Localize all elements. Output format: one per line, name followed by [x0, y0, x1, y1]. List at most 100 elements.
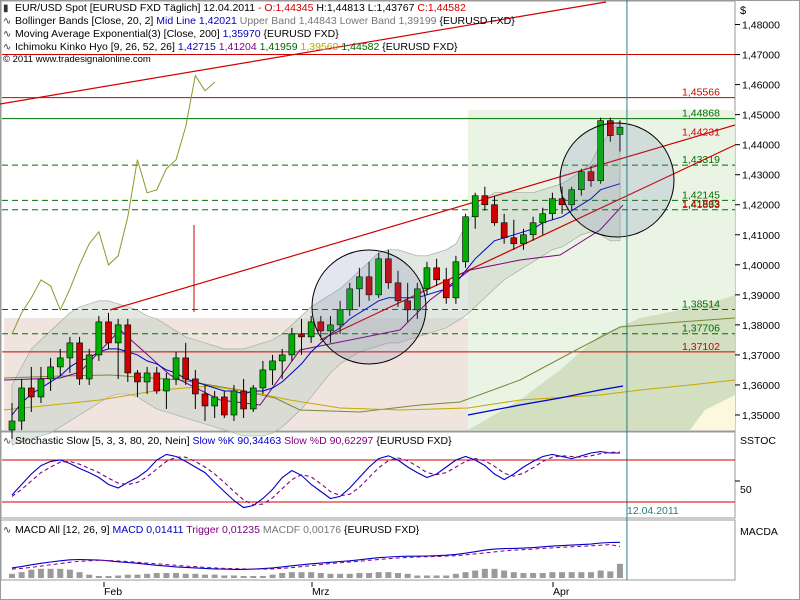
legend-ichimoku-v5: 1,44582	[341, 41, 380, 53]
macd-histogram-bar	[375, 572, 382, 578]
candle-body	[336, 309, 344, 326]
generated-marks: 1,48000 1,47000 1,46000 1,45000 1,44000 1,430…	[0, 0, 780, 580]
candle-body	[18, 387, 25, 422]
stochastic-y-tick: 50	[740, 484, 752, 496]
line-icon: ∿	[3, 42, 12, 53]
currency-label: $	[740, 5, 746, 17]
macd-legend-symbol: {EURUSD FXD}	[344, 524, 420, 536]
bollinger-band-area	[11, 119, 621, 446]
candle-body	[520, 234, 527, 245]
candle-body	[8, 420, 16, 431]
candle-body	[356, 276, 363, 290]
macd-histogram-bar	[501, 570, 508, 578]
y-tick-label: 1,39000	[742, 290, 780, 302]
candle-body	[549, 198, 556, 215]
candle-body	[240, 390, 247, 410]
candle-body	[47, 366, 54, 380]
macd-histogram-bar	[144, 573, 151, 578]
line-icon: ∿	[3, 436, 12, 447]
candle-body	[394, 282, 402, 302]
legend-row-price: ▮ EUR/USD Spot [EURUSD FXD Täglich] 12.04…	[3, 2, 515, 15]
highlight-circle-mid	[311, 249, 427, 365]
x-label-feb: Feb	[104, 586, 122, 598]
macd-histogram-bar	[298, 572, 305, 578]
macd-histogram-bar	[520, 573, 527, 578]
candle-body	[462, 216, 469, 263]
legend-bollinger-upper: Upper Band 1,44843	[239, 15, 337, 27]
legend-ema-label: Moving Average Exponential(3) [Close, 20…	[15, 28, 220, 40]
candle-body	[327, 324, 334, 332]
legend-ema-symbol: {EURUSD FXD}	[263, 28, 339, 40]
stochastic-panel-label: SSTOC	[740, 435, 776, 447]
macd-histogram-bar	[588, 572, 594, 578]
candle-body	[307, 321, 315, 338]
legend-price-title: EUR/USD Spot [EURUSD FXD Täglich] 12.04.…	[15, 2, 256, 14]
level-label: 1,44231	[682, 127, 720, 139]
level-label: 1,41833	[682, 199, 720, 211]
ichimoku-chikou	[11, 74, 216, 335]
candle-body	[192, 378, 199, 395]
candle-body	[85, 354, 93, 380]
macd-legend-macd: MACD 0,01411	[112, 524, 184, 536]
level-label: 1,37706	[682, 323, 720, 335]
candle-body	[66, 342, 74, 359]
y-tick-label: 1,38000	[742, 320, 780, 332]
candle-body	[124, 324, 132, 374]
y-tick-label: 1,47000	[742, 50, 780, 62]
legend-ema-value: 1,35970	[222, 28, 261, 40]
y-tick-label: 1,42000	[742, 200, 780, 212]
legend-bollinger-symbol: {EURUSD FXD}	[439, 15, 515, 27]
candle-body	[143, 372, 151, 383]
stochastic-k-line	[11, 451, 620, 509]
macd-histogram-bar	[211, 574, 218, 578]
candle-body	[578, 171, 585, 191]
candle-body	[423, 267, 431, 290]
candle-body	[201, 393, 209, 407]
macd-histogram-bar	[240, 576, 247, 578]
candle-body	[346, 288, 354, 311]
y-tick-label: 1,35000	[742, 410, 780, 422]
legend-row-bollinger: ∿ Bollinger Bands [Close, 20, 2] Mid Line…	[3, 15, 515, 28]
macd-histogram-bar	[95, 576, 102, 578]
candle-body	[587, 171, 595, 182]
macd-histogram-bar	[66, 569, 73, 578]
candle-body	[269, 360, 276, 371]
macd-histogram-bar	[86, 574, 93, 578]
candle-body	[500, 222, 508, 239]
line-icon: ∿	[3, 16, 12, 27]
candle-body	[606, 120, 614, 136]
candle-body	[105, 321, 112, 344]
macd-histogram-bar	[192, 573, 199, 578]
macd-line	[11, 541, 621, 570]
macd-histogram-bar	[163, 573, 170, 578]
stochastic-legend-d: Slow %D 90,62297	[284, 435, 374, 447]
level-label: 1,37102	[682, 341, 720, 353]
candle-body	[211, 396, 218, 407]
y-tick-label: 1,44000	[742, 140, 780, 152]
level-label: 1,42145	[682, 189, 720, 201]
y-tick-label: 1,41000	[742, 230, 780, 242]
macd-panel	[0, 519, 736, 581]
legend-row-source: © 2011 www.tradesignalonline.com	[3, 54, 515, 66]
legend-row-ema: ∿ Moving Average Exponential(3) [Close, 2…	[3, 28, 515, 41]
candle-body	[365, 276, 373, 296]
macd-histogram-bar	[279, 573, 286, 578]
macd-histogram-bar	[317, 573, 324, 578]
y-tick-label: 1,48000	[742, 20, 780, 32]
legend-bollinger-lower: Lower Band 1,39199	[339, 15, 437, 27]
level-label: 1,43319	[682, 154, 720, 166]
highlight-circle-right	[559, 122, 675, 238]
macd-histogram-bar	[568, 572, 575, 578]
macd-histogram-bar	[559, 572, 566, 578]
candle-body	[172, 357, 180, 380]
macd-panel-border	[0, 519, 736, 581]
macd-histogram-bar	[153, 573, 160, 578]
future-cloud-light	[690, 395, 735, 430]
macd-histogram-bar	[76, 572, 83, 578]
y-tick-label: 1,40000	[742, 260, 780, 272]
price-legend: ▮ EUR/USD Spot [EURUSD FXD Täglich] 12.04…	[3, 2, 515, 66]
macd-histogram-bar	[491, 568, 498, 578]
candle-body	[278, 354, 286, 362]
macd-histogram-bar	[346, 573, 353, 578]
